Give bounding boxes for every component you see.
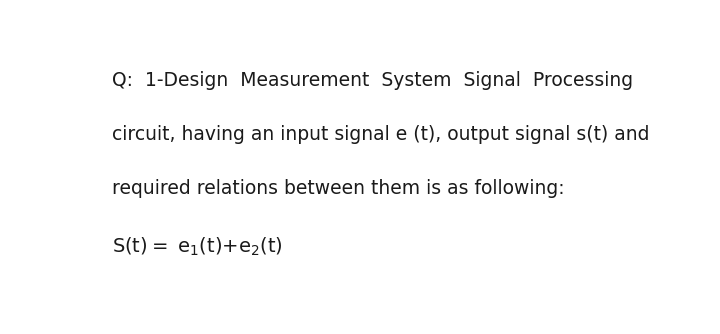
Text: required relations between them is as following:: required relations between them is as fo… <box>112 179 565 198</box>
Text: $\mathsf{S(t){=}\ e_1(t){+}e_2(t)}$: $\mathsf{S(t){=}\ e_1(t){+}e_2(t)}$ <box>112 235 283 258</box>
Text: Q:  1-Design  Measurement  System  Signal  Processing: Q: 1-Design Measurement System Signal Pr… <box>112 71 634 90</box>
Text: circuit, having an input signal e (t), output signal s(t) and: circuit, having an input signal e (t), o… <box>112 125 650 144</box>
